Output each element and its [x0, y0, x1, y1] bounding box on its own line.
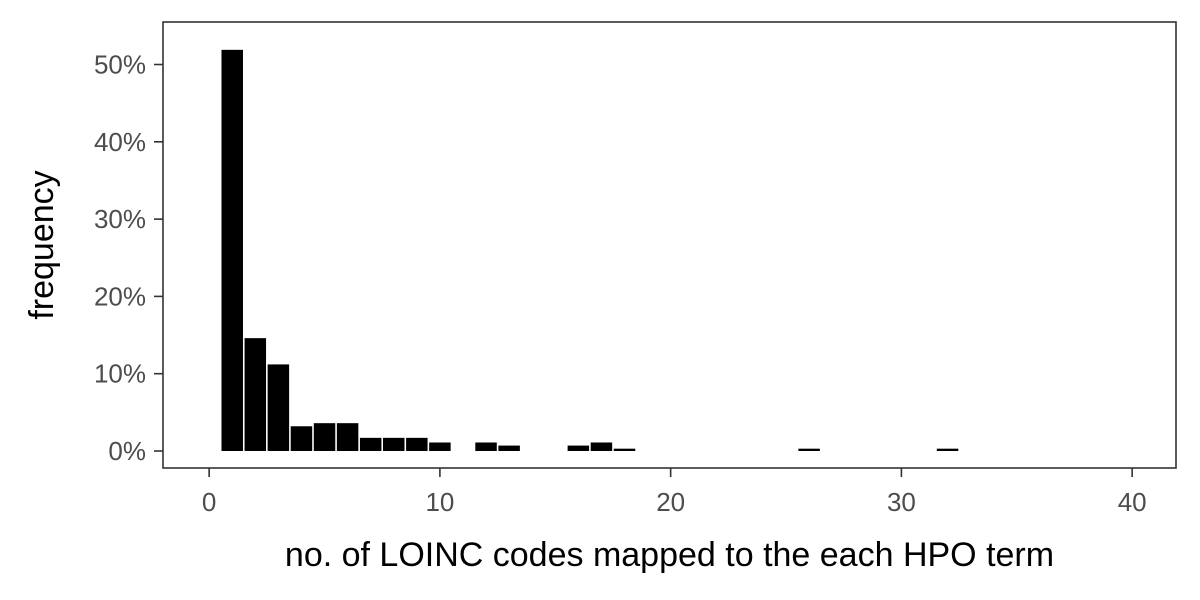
histogram-bar	[590, 442, 613, 451]
histogram-bar	[936, 448, 959, 451]
x-tick-label: 30	[887, 487, 916, 517]
histogram-bar	[429, 442, 451, 451]
histogram-bar	[221, 49, 243, 451]
histogram-bar	[313, 423, 336, 451]
histogram-bar	[498, 445, 520, 451]
histogram-bar	[267, 364, 290, 451]
y-axis-title: frequency	[23, 170, 61, 319]
histogram-bar	[567, 445, 590, 451]
histogram-bar	[406, 437, 428, 451]
plot-panel-border	[162, 21, 1177, 469]
histogram-bar	[244, 338, 267, 451]
bars-group	[221, 49, 959, 451]
histogram-bar	[290, 426, 313, 451]
y-tick-label: 10%	[94, 359, 146, 389]
y-tick-label: 30%	[94, 204, 146, 234]
x-axis-title: no. of LOINC codes mapped to the each HP…	[285, 536, 1054, 574]
histogram-bar	[383, 437, 405, 451]
x-axis: 0 10 20 30 40	[202, 468, 1147, 517]
histogram-bar	[798, 448, 820, 451]
x-tick-label: 40	[1118, 487, 1147, 517]
x-tick-label: 0	[202, 487, 216, 517]
y-tick-label: 0%	[108, 436, 146, 466]
y-tick-label: 50%	[94, 50, 146, 80]
y-tick-label: 20%	[94, 281, 146, 311]
histogram-bar	[336, 423, 359, 451]
histogram-bar	[613, 448, 636, 451]
histogram-bar	[359, 437, 382, 451]
y-axis: 0% 10% 20% 30% 40% 50%	[94, 50, 163, 466]
x-tick-label: 20	[656, 487, 685, 517]
y-tick-label: 40%	[94, 127, 146, 157]
x-tick-label: 10	[425, 487, 454, 517]
histogram-bar	[475, 442, 497, 451]
